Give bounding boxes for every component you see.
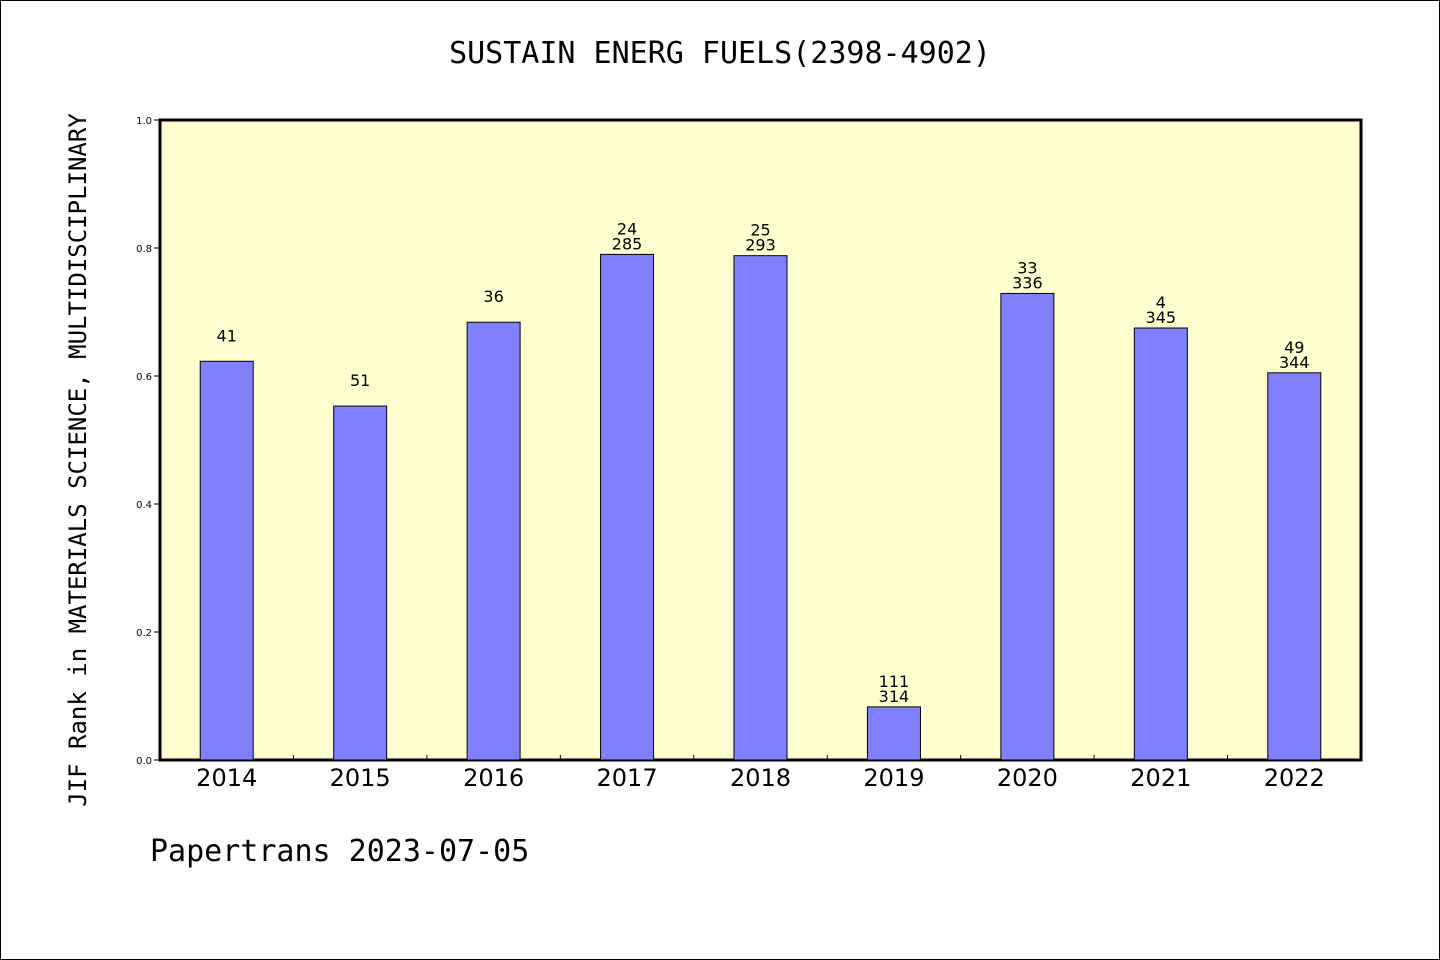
bar-label-top: 24 [617, 219, 637, 238]
bars [199, 253, 1322, 761]
bar-2017 [600, 253, 655, 761]
bar-label-bottom: 285 [612, 234, 643, 253]
y-tick-label: 0.0 [136, 756, 152, 767]
y-tick-label: 0.4 [136, 500, 152, 511]
bar-label-top: 33 [1017, 258, 1037, 277]
bar-2014 [199, 360, 254, 761]
x-tick-label: 2020 [997, 764, 1058, 792]
bar-2016 [466, 321, 521, 761]
x-tick-label: 2016 [463, 764, 524, 792]
bar-label-bottom: 336 [1012, 273, 1043, 292]
bar-2021 [1133, 327, 1188, 761]
x-tick-label: 2018 [730, 764, 791, 792]
bar-label-top: 25 [750, 221, 770, 240]
x-tick-label: 2019 [863, 764, 924, 792]
bar-label-top: 4 [1156, 293, 1166, 312]
bar-2020 [1000, 292, 1055, 761]
bar-label-bottom: 314 [879, 687, 910, 706]
bar-label: 41 [217, 326, 237, 345]
bar-label-bottom: 344 [1279, 353, 1310, 372]
y-tick-label: 0.2 [136, 628, 152, 639]
x-tick-label: 2014 [196, 764, 257, 792]
bar-label: 36 [483, 287, 503, 306]
bar-2019 [866, 706, 921, 761]
bar-label-bottom: 293 [745, 236, 776, 255]
bar-label-top: 49 [1284, 338, 1304, 357]
x-axis-ticks [292, 755, 1229, 760]
y-axis-ticks: 0.0 0.2 0.4 0.6 0.8 1.0 [136, 116, 160, 767]
bar-label-bottom: 345 [1146, 308, 1177, 327]
bar-label: 51 [350, 371, 370, 390]
footer-credit: Papertrans 2023-07-05 [150, 834, 530, 869]
bar-2018 [733, 255, 788, 761]
x-axis-labels: 2014 2015 2016 2017 2018 2019 2020 2021 2022 [196, 764, 1325, 792]
bar-label-top: 111 [879, 672, 910, 691]
y-tick-label: 1.0 [136, 116, 152, 127]
y-tick-label: 0.8 [136, 244, 152, 255]
x-tick-label: 2015 [330, 764, 391, 792]
chart-title: SUSTAIN ENERG FUELS(2398-4902) [449, 36, 991, 71]
bar-2022 [1267, 372, 1322, 761]
x-tick-label: 2022 [1264, 764, 1325, 792]
bar-2015 [333, 405, 388, 761]
x-tick-label: 2017 [597, 764, 658, 792]
x-tick-label: 2021 [1130, 764, 1191, 792]
y-tick-label: 0.6 [136, 372, 152, 383]
